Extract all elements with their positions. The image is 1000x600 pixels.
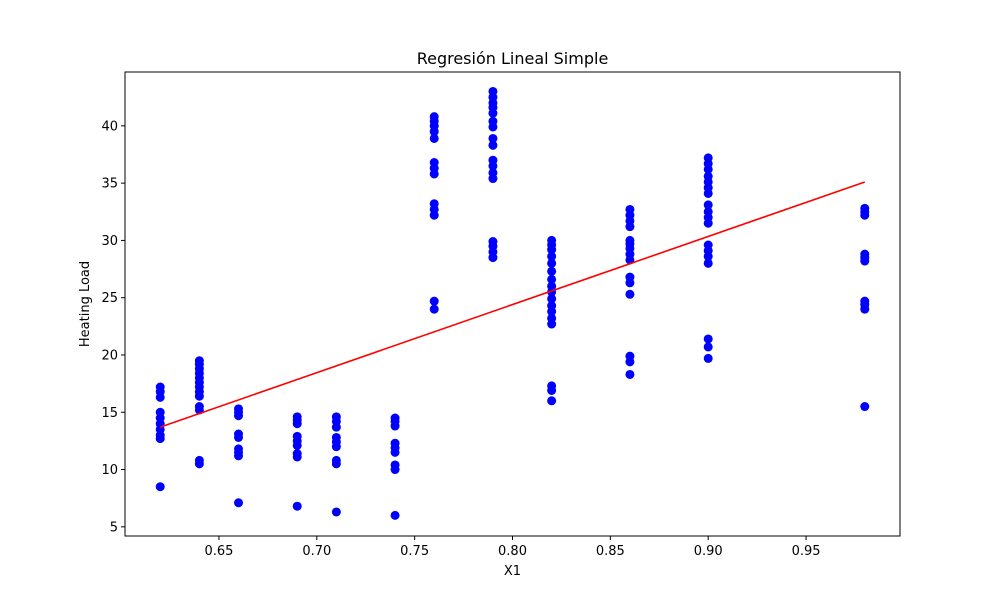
y-tick-label: 15: [101, 406, 118, 421]
x-tick-label: 0.65: [204, 544, 233, 559]
data-point: [547, 266, 557, 276]
x-tick-label: 0.70: [302, 544, 331, 559]
regression-line: [159, 181, 866, 428]
x-axis: 0.65 0.70 0.75 0.80 0.85 0.90 0.95: [204, 536, 821, 559]
x-tick-label: 0.75: [400, 544, 429, 559]
data-point: [390, 413, 400, 423]
data-point: [194, 455, 204, 465]
data-point: [155, 407, 165, 417]
data-point: [155, 482, 165, 492]
data-point: [234, 498, 244, 508]
data-point: [234, 404, 244, 414]
data-point: [547, 251, 557, 261]
data-point: [234, 429, 244, 439]
data-point: [547, 313, 557, 323]
data-point: [547, 301, 557, 311]
data-point: [194, 356, 204, 366]
data-point: [703, 258, 713, 268]
data-point: [292, 501, 302, 511]
data-point: [703, 153, 713, 163]
data-point: [488, 168, 498, 178]
data-point: [331, 432, 341, 442]
y-axis: 5 10 15 20 25 30 35 40: [101, 119, 125, 535]
data-point: [860, 402, 870, 412]
data-point: [547, 381, 557, 391]
data-point: [703, 207, 713, 217]
data-point: [390, 460, 400, 470]
data-point: [488, 133, 498, 143]
data-point: [547, 235, 557, 245]
data-point: [547, 281, 557, 291]
y-tick-label: 5: [110, 520, 118, 535]
data-point: [547, 294, 557, 304]
data-point: [429, 199, 439, 209]
data-point: [703, 171, 713, 181]
data-point: [488, 155, 498, 165]
data-point: [625, 204, 635, 214]
data-point: [331, 507, 341, 517]
data-point: [331, 412, 341, 422]
data-point: [625, 289, 635, 299]
data-point: [860, 203, 870, 213]
regression-line-group: [159, 181, 866, 428]
data-point: [390, 510, 400, 520]
data-point: [703, 353, 713, 363]
x-axis-title: X1: [504, 564, 521, 579]
data-point: [703, 342, 713, 352]
data-point: [234, 444, 244, 454]
data-point: [547, 258, 557, 268]
data-point: [488, 116, 498, 126]
y-tick-label: 10: [101, 463, 118, 478]
data-point: [390, 438, 400, 448]
data-point: [547, 274, 557, 284]
data-point: [292, 412, 302, 422]
data-point: [488, 86, 498, 96]
y-tick-label: 40: [101, 119, 118, 134]
data-point: [860, 249, 870, 259]
data-point: [292, 431, 302, 441]
data-point: [429, 112, 439, 122]
data-point: [625, 351, 635, 361]
data-point: [860, 296, 870, 306]
data-point: [625, 235, 635, 245]
data-point: [488, 237, 498, 247]
data-point: [703, 240, 713, 250]
y-tick-label: 25: [101, 291, 118, 306]
x-tick-label: 0.85: [596, 544, 625, 559]
y-axis-title: Heating Load: [78, 261, 93, 347]
data-point: [625, 369, 635, 379]
data-point: [429, 158, 439, 168]
x-tick-label: 0.95: [792, 544, 821, 559]
data-point: [488, 140, 498, 150]
data-point: [194, 402, 204, 412]
y-tick-label: 30: [101, 234, 118, 249]
x-tick-label: 0.90: [694, 544, 723, 559]
data-point: [155, 382, 165, 392]
data-point: [625, 272, 635, 282]
data-point: [331, 455, 341, 465]
data-point: [429, 304, 439, 314]
x-tick-label: 0.80: [498, 544, 527, 559]
data-point: [429, 133, 439, 143]
data-point: [703, 200, 713, 210]
y-tick-label: 20: [101, 348, 118, 363]
data-point: [292, 449, 302, 459]
scatter-points: [155, 86, 870, 520]
y-tick-label: 35: [101, 177, 118, 192]
data-point: [429, 296, 439, 306]
data-point: [547, 396, 557, 406]
chart-title: Regresión Lineal Simple: [417, 49, 609, 68]
data-point: [703, 334, 713, 344]
